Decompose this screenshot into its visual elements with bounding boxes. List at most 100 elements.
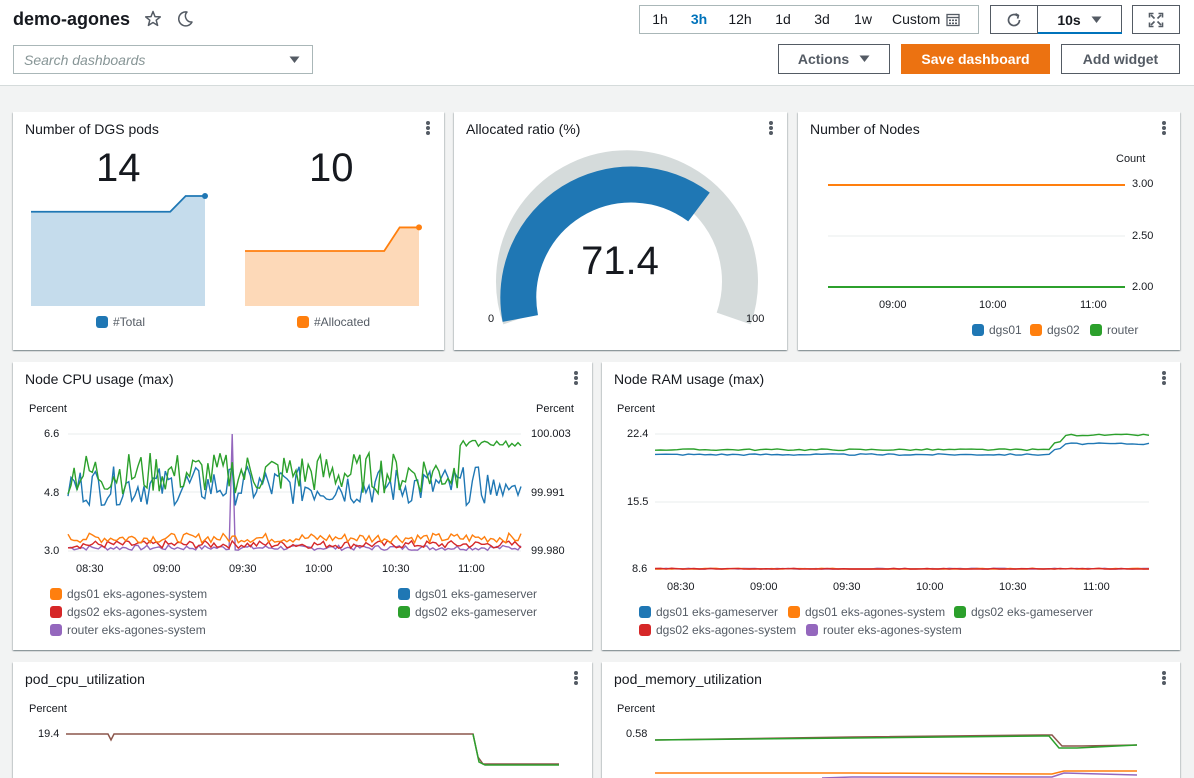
add-widget-button[interactable]: Add widget <box>1061 44 1180 74</box>
cpu-line-chart <box>67 433 522 552</box>
dashboard-header: demo-agones 1h 3h 12h 1d 3d 1w Custom <box>0 0 1194 86</box>
legend-dgs02: dgs02 <box>1030 323 1080 337</box>
x-tick: 09:00 <box>879 299 907 311</box>
widget-menu-icon[interactable] <box>1158 370 1170 388</box>
y-tick: 22.4 <box>627 428 649 440</box>
x-tick: 11:00 <box>1083 581 1110 593</box>
expand-icon <box>1148 12 1164 27</box>
widget-title: Node CPU usage (max) <box>25 371 174 387</box>
legend-item: dgs01 eks-agones-system <box>50 587 207 601</box>
y-tick-right: 99.991 <box>531 487 565 499</box>
legend-label: #Total <box>113 315 146 329</box>
star-icon[interactable] <box>144 9 162 29</box>
widget-menu-icon[interactable] <box>422 120 434 138</box>
y-tick: 15.5 <box>627 496 649 508</box>
time-range-1d[interactable]: 1d <box>775 11 791 27</box>
refresh-interval-select[interactable]: 10s <box>1038 6 1121 33</box>
series-line <box>654 442 1150 457</box>
x-tick: 10:00 <box>979 299 1007 311</box>
total-value: 14 <box>96 146 141 190</box>
search-dashboards[interactable] <box>13 45 313 74</box>
area-line <box>245 226 419 252</box>
series-line <box>821 772 1138 778</box>
refresh-interval-underline <box>1038 32 1122 34</box>
pod-cpu-line-chart <box>66 733 559 766</box>
dashboard-title: demo-agones <box>13 9 131 29</box>
search-input[interactable] <box>14 46 274 73</box>
refresh-control: 10s <box>990 5 1122 34</box>
x-tick: 11:00 <box>1080 299 1107 311</box>
gauge-value: 71.4 <box>581 239 659 283</box>
legend-swatch <box>50 588 62 600</box>
x-tick: 10:00 <box>305 563 333 575</box>
legend-swatch <box>50 624 62 636</box>
legend-swatch <box>639 624 651 636</box>
legend-label: dgs02 eks-agones-system <box>67 605 208 619</box>
time-range-12h[interactable]: 12h <box>728 11 752 27</box>
widget-title: Allocated ratio (%) <box>466 121 581 137</box>
legend-allocated: #Allocated <box>297 315 370 329</box>
moon-icon[interactable] <box>176 9 194 29</box>
legend-swatch <box>297 316 309 328</box>
time-range-selector: 1h 3h 12h 1d 3d 1w Custom <box>639 5 979 34</box>
widget-title: pod_memory_utilization <box>614 671 762 687</box>
legend-swatch <box>398 588 410 600</box>
x-tick: 11:00 <box>458 563 485 575</box>
widget-menu-icon[interactable] <box>1158 120 1170 138</box>
legend-swatch <box>1090 324 1102 336</box>
pods-sparkline-chart <box>31 193 422 306</box>
time-range-1h[interactable]: 1h <box>652 11 668 27</box>
y-axis-label: Count <box>1116 153 1146 165</box>
widget-menu-icon[interactable] <box>1158 670 1170 688</box>
legend-item: dgs02 eks-gameserver <box>398 605 537 619</box>
x-tick: 10:30 <box>999 581 1027 593</box>
legend-label: dgs01 eks-agones-system <box>67 587 208 601</box>
time-range-3d[interactable]: 3d <box>814 11 830 27</box>
widget-title: Number of Nodes <box>810 121 920 137</box>
legend-item: dgs01 eks-gameserver <box>639 605 778 619</box>
time-range-3h[interactable]: 3h <box>690 11 708 27</box>
widget-menu-icon[interactable] <box>570 670 582 688</box>
series-line <box>67 539 522 550</box>
custom-label: Custom <box>892 11 941 27</box>
legend-label: dgs01 eks-agones-system <box>805 605 946 619</box>
legend-label: router <box>1107 323 1139 337</box>
widget-menu-icon[interactable] <box>570 370 582 388</box>
y-axis-label: Percent <box>617 703 655 715</box>
x-tick: 09:00 <box>750 581 778 593</box>
y-tick-right: 100.003 <box>531 428 571 440</box>
series-line <box>66 733 559 765</box>
legend-label: dgs01 eks-gameserver <box>656 605 779 619</box>
series-line <box>472 733 559 766</box>
caret-down-icon[interactable] <box>289 56 300 64</box>
legend-swatch <box>788 606 800 618</box>
nodes-line-chart <box>828 184 1125 288</box>
actions-button[interactable]: Actions <box>778 44 890 74</box>
legend-label: dgs02 eks-gameserver <box>971 605 1094 619</box>
y-tick: 2.00 <box>1132 281 1154 293</box>
time-range-1w[interactable]: 1w <box>854 11 872 27</box>
fullscreen-button[interactable] <box>1132 5 1180 34</box>
refresh-icon <box>1007 12 1021 26</box>
area-fill <box>31 196 205 306</box>
widget-title: Node RAM usage (max) <box>614 371 765 387</box>
legend-item: router eks-agones-system <box>806 623 962 637</box>
y-axis-label-right: Percent <box>536 403 574 415</box>
legend-swatch <box>954 606 966 618</box>
series-line <box>67 531 522 545</box>
y-tick-right: 99.980 <box>531 545 565 557</box>
save-dashboard-button[interactable]: Save dashboard <box>901 44 1050 74</box>
time-range-custom[interactable]: Custom <box>886 6 966 33</box>
legend-swatch <box>50 606 62 618</box>
legend-swatch <box>806 624 818 636</box>
legend-item: dgs02 eks-agones-system <box>639 623 796 637</box>
widget-menu-icon[interactable] <box>765 120 777 138</box>
refresh-button[interactable] <box>991 6 1038 33</box>
gauge-chart <box>496 150 758 325</box>
widget-pod-cpu-utilization: pod_cpu_utilization Percent 19.4 <box>13 662 592 778</box>
y-tick: 0.58 <box>626 728 648 740</box>
ram-line-chart <box>654 433 1150 570</box>
legend-label: router eks-agones-system <box>823 623 962 637</box>
series-line <box>654 734 1138 747</box>
pod-memory-line-chart <box>654 734 1138 778</box>
